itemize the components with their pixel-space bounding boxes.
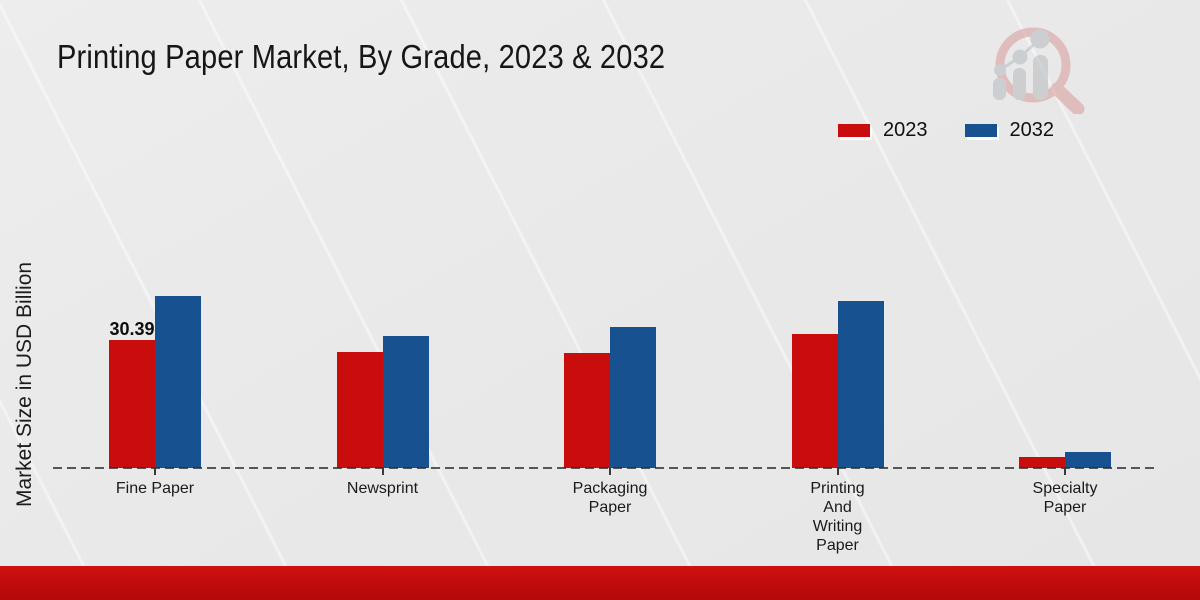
x-tick-newsprint: [381, 468, 384, 475]
bar-2023-packaging-paper: [564, 353, 610, 468]
legend: 2023 2032: [838, 120, 1054, 140]
x-axis-baseline: [53, 467, 1155, 469]
bar-2023-newsprint: [336, 352, 383, 468]
legend-item-2023: 2023: [838, 120, 928, 140]
bar-2032-fine-paper: [155, 296, 201, 468]
bar-2032-specialty-paper: [1065, 452, 1111, 468]
bar-2023-specialty-paper: [1019, 457, 1065, 468]
bottom-accent-bar: [0, 566, 1200, 600]
x-tick-printing-and-writing-paper: [836, 468, 839, 475]
legend-item-2032: 2032: [964, 119, 1055, 141]
bar-2032-printing-and-writing-paper: [837, 301, 884, 468]
bar-2023-printing-and-writing-paper: [791, 334, 838, 468]
category-label-printing-and-writing-paper: Printing And Writing Paper: [810, 480, 865, 554]
legend-swatch-2032: [964, 123, 997, 137]
legend-label-2032: 2032: [1009, 119, 1055, 141]
x-tick-fine-paper: [154, 468, 156, 475]
category-label-fine-paper: Fine Paper: [115, 480, 195, 497]
legend-swatch-2023: [838, 123, 870, 137]
data-label-fine-paper-2023: 30.39: [109, 319, 155, 339]
legend-label-2023: 2023: [883, 119, 928, 141]
bar-2032-packaging-paper: [610, 327, 656, 468]
bar-2023-fine-paper: [109, 340, 155, 468]
x-tick-packaging-paper: [609, 468, 611, 475]
magnifier-bar-chart-watermark-icon: [993, 27, 1085, 114]
category-label-specialty-paper: Specialty Paper: [1032, 480, 1098, 516]
x-tick-specialty-paper: [1064, 468, 1066, 475]
category-label-packaging-paper: Packaging Paper: [572, 480, 648, 516]
bar-2032-newsprint: [382, 336, 429, 468]
category-label-newsprint: Newsprint: [346, 480, 419, 497]
chart-title: Printing Paper Market, By Grade, 2023 & …: [57, 38, 666, 75]
